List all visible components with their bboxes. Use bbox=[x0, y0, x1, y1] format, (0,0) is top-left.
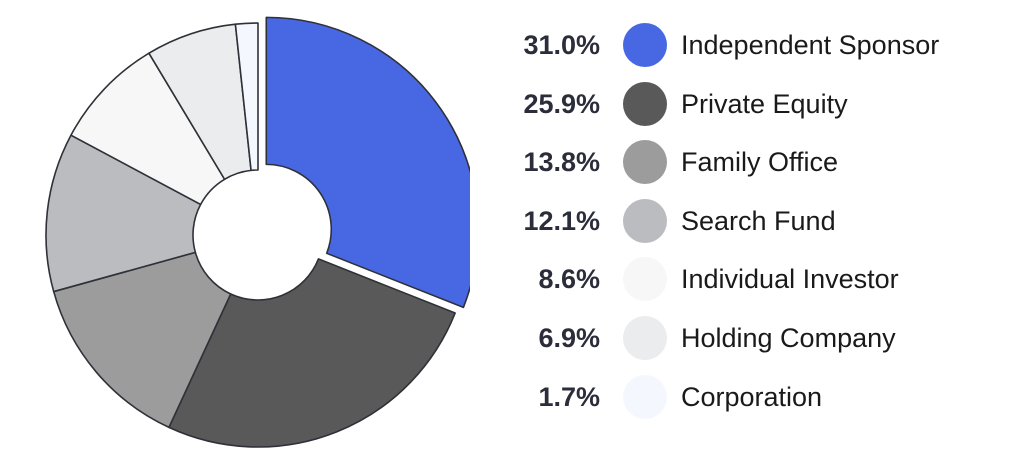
legend-percentage: 31.0% bbox=[523, 30, 600, 60]
legend-item-search-fund: 12.1% Search Fund bbox=[470, 196, 1010, 246]
legend-label: Independent Sponsor bbox=[681, 30, 940, 60]
legend-label: Family Office bbox=[681, 147, 839, 178]
legend-item-individual-investor: 8.6% Individual Investor bbox=[470, 254, 1010, 304]
legend-item-holding-company: 6.9% Holding Company bbox=[470, 313, 1010, 363]
legend-label: Holding Company bbox=[681, 323, 896, 353]
legend-percentage: 25.9% bbox=[523, 88, 600, 119]
legend-item-family-office: 13.8% Family Office bbox=[470, 137, 1010, 187]
legend-percentage: 8.6% bbox=[538, 264, 600, 295]
pie-slice-private-equity bbox=[168, 258, 456, 448]
legend-percentage: 1.7% bbox=[538, 381, 600, 412]
pie-slice-search-fund bbox=[45, 134, 202, 293]
donut-chart bbox=[45, 16, 470, 448]
pie-slice-family-office bbox=[52, 251, 232, 429]
legend-percentage: 12.1% bbox=[523, 205, 600, 236]
pie-slice-corporation bbox=[234, 22, 259, 172]
legend-swatch bbox=[623, 140, 667, 185]
legend-swatch bbox=[623, 316, 667, 360]
legend-swatch bbox=[623, 23, 667, 67]
legend-percentage: 13.8% bbox=[523, 147, 600, 178]
legend-item-corporation: 1.7% Corporation bbox=[470, 372, 1010, 422]
legend-item-private-equity: 25.9% Private Equity bbox=[470, 79, 1010, 129]
legend-swatch bbox=[623, 198, 667, 243]
legend-label: Corporation bbox=[681, 381, 823, 412]
legend-label: Search Fund bbox=[681, 205, 836, 236]
pie-slice-independent-sponsor bbox=[265, 16, 470, 309]
legend-percentage: 6.9% bbox=[538, 323, 600, 353]
legend-swatch bbox=[623, 374, 667, 419]
legend-item-independent-sponsor: 31.0% Independent Sponsor bbox=[470, 20, 1010, 70]
legend-swatch bbox=[623, 257, 667, 302]
legend-swatch bbox=[623, 81, 667, 126]
legend-label: Private Equity bbox=[681, 88, 848, 119]
legend-label: Individual Investor bbox=[681, 264, 899, 295]
